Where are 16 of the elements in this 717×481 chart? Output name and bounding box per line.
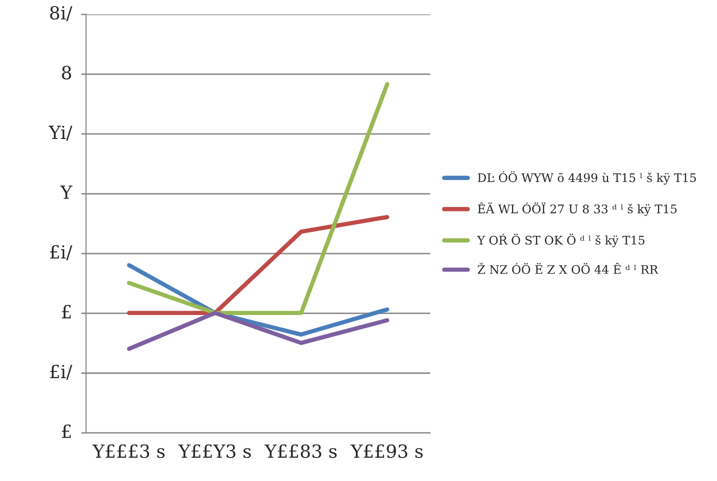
text: 8i/ xyxy=(50,6,72,22)
legend-label: DĿ ÓÖ WYW õ 4499 ù T15 ˡ š kÿ T15 xyxy=(478,171,696,185)
x-tick-label: Y£££3 s xyxy=(92,444,165,458)
x-tick-label: Y££Y3 s xyxy=(178,444,251,458)
legend-label: ÊÄ WL ÓÖÏ 27 U 8 33 ᵈ ˡ š kÿ T15 xyxy=(478,202,677,216)
text: £ xyxy=(62,424,71,438)
legend-label: Y OŔ Ö ST OK Ö ᵈ ˡ š kÿ T15 xyxy=(477,234,644,248)
text: £ xyxy=(62,304,71,318)
x-tick-label: Y££93 s xyxy=(350,444,423,458)
text: Y xyxy=(60,186,72,199)
text: 8 xyxy=(62,66,72,80)
legend-label: Ž NZ ÓÖ Ë Z X OÖ 44 Ê ᵈ ˡ RR xyxy=(478,262,658,274)
text: £i/ xyxy=(50,364,72,380)
x-tick-label: Y££83 s xyxy=(264,444,337,458)
text: £i/ xyxy=(50,245,72,260)
text: Yi/ xyxy=(48,126,72,141)
